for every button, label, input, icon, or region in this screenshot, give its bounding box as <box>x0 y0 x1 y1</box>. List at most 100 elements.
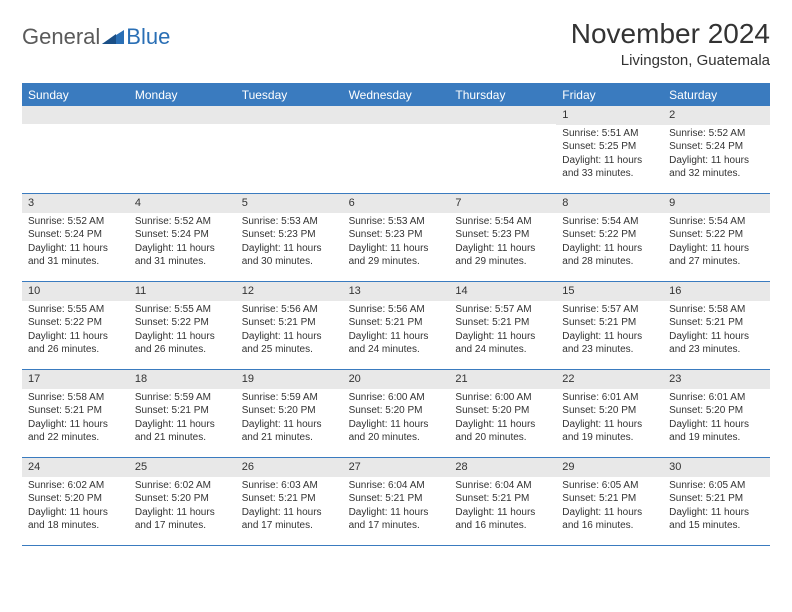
sunrise-text: Sunrise: 6:04 AM <box>449 479 556 493</box>
sunset-text: Sunset: 5:21 PM <box>449 316 556 330</box>
daylight-text-2: and 21 minutes. <box>236 431 343 445</box>
calendar-cell-empty <box>22 106 129 194</box>
sunrise-text: Sunrise: 6:05 AM <box>663 479 770 493</box>
sunrise-text: Sunrise: 6:02 AM <box>129 479 236 493</box>
daylight-text-1: Daylight: 11 hours <box>236 418 343 432</box>
sunrise-text: Sunrise: 6:00 AM <box>449 391 556 405</box>
calendar-cell: 2Sunrise: 5:52 AMSunset: 5:24 PMDaylight… <box>663 106 770 194</box>
daylight-text-1: Daylight: 11 hours <box>129 242 236 256</box>
daylight-text-1: Daylight: 11 hours <box>343 330 450 344</box>
daylight-text-2: and 20 minutes. <box>343 431 450 445</box>
dow-thursday: Thursday <box>449 84 556 106</box>
calendar-cell: 24Sunrise: 6:02 AMSunset: 5:20 PMDayligh… <box>22 458 129 546</box>
daylight-text-2: and 16 minutes. <box>449 519 556 533</box>
sunset-text: Sunset: 5:24 PM <box>129 228 236 242</box>
calendar-cell: 25Sunrise: 6:02 AMSunset: 5:20 PMDayligh… <box>129 458 236 546</box>
sunset-text: Sunset: 5:21 PM <box>129 404 236 418</box>
daylight-text-1: Daylight: 11 hours <box>22 242 129 256</box>
sunset-text: Sunset: 5:21 PM <box>236 316 343 330</box>
sunrise-text: Sunrise: 5:52 AM <box>129 215 236 229</box>
day-number: 30 <box>663 458 770 477</box>
dow-friday: Friday <box>556 84 663 106</box>
sunset-text: Sunset: 5:25 PM <box>556 140 663 154</box>
sunset-text: Sunset: 5:21 PM <box>343 492 450 506</box>
day-number: 18 <box>129 370 236 389</box>
sunset-text: Sunset: 5:21 PM <box>556 316 663 330</box>
calendar-cell: 20Sunrise: 6:00 AMSunset: 5:20 PMDayligh… <box>343 370 450 458</box>
day-number: 24 <box>22 458 129 477</box>
calendar-cell: 22Sunrise: 6:01 AMSunset: 5:20 PMDayligh… <box>556 370 663 458</box>
day-number: 9 <box>663 194 770 213</box>
dow-sunday: Sunday <box>22 84 129 106</box>
sunset-text: Sunset: 5:22 PM <box>22 316 129 330</box>
day-number: 17 <box>22 370 129 389</box>
sunrise-text: Sunrise: 5:51 AM <box>556 127 663 141</box>
calendar-cell: 18Sunrise: 5:59 AMSunset: 5:21 PMDayligh… <box>129 370 236 458</box>
day-number: 12 <box>236 282 343 301</box>
day-number: 4 <box>129 194 236 213</box>
logo-text-general: General <box>22 24 100 50</box>
daylight-text-2: and 29 minutes. <box>449 255 556 269</box>
calendar-cell: 15Sunrise: 5:57 AMSunset: 5:21 PMDayligh… <box>556 282 663 370</box>
sunrise-text: Sunrise: 6:00 AM <box>343 391 450 405</box>
day-number: 2 <box>663 106 770 125</box>
calendar-cell: 17Sunrise: 5:58 AMSunset: 5:21 PMDayligh… <box>22 370 129 458</box>
calendar-cell: 6Sunrise: 5:53 AMSunset: 5:23 PMDaylight… <box>343 194 450 282</box>
calendar-cell: 26Sunrise: 6:03 AMSunset: 5:21 PMDayligh… <box>236 458 343 546</box>
calendar-cell: 23Sunrise: 6:01 AMSunset: 5:20 PMDayligh… <box>663 370 770 458</box>
daylight-text-2: and 28 minutes. <box>556 255 663 269</box>
calendar-cell: 29Sunrise: 6:05 AMSunset: 5:21 PMDayligh… <box>556 458 663 546</box>
daylight-text-2: and 19 minutes. <box>556 431 663 445</box>
sunrise-text: Sunrise: 5:55 AM <box>22 303 129 317</box>
daylight-text-2: and 22 minutes. <box>22 431 129 445</box>
daylight-text-1: Daylight: 11 hours <box>663 330 770 344</box>
daylight-text-1: Daylight: 11 hours <box>556 154 663 168</box>
dow-wednesday: Wednesday <box>343 84 450 106</box>
sunset-text: Sunset: 5:20 PM <box>22 492 129 506</box>
page-title: November 2024 <box>571 18 770 50</box>
sunset-text: Sunset: 5:23 PM <box>449 228 556 242</box>
daylight-text-1: Daylight: 11 hours <box>556 418 663 432</box>
calendar-body: 1Sunrise: 5:51 AMSunset: 5:25 PMDaylight… <box>22 106 770 546</box>
sunset-text: Sunset: 5:20 PM <box>236 404 343 418</box>
day-number: 27 <box>343 458 450 477</box>
day-number: 21 <box>449 370 556 389</box>
day-number: 25 <box>129 458 236 477</box>
daylight-text-2: and 15 minutes. <box>663 519 770 533</box>
calendar-cell: 4 Sunrise: 5:52 AMSunset: 5:24 PMDaylight… <box>129 194 236 282</box>
sunrise-text: Sunrise: 5:56 AM <box>343 303 450 317</box>
sunset-text: Sunset: 5:21 PM <box>22 404 129 418</box>
sunset-text: Sunset: 5:20 PM <box>129 492 236 506</box>
daylight-text-2: and 32 minutes. <box>663 167 770 181</box>
sunset-text: Sunset: 5:20 PM <box>663 404 770 418</box>
daylight-text-2: and 20 minutes. <box>449 431 556 445</box>
daylight-text-1: Daylight: 11 hours <box>449 330 556 344</box>
daylight-text-1: Daylight: 11 hours <box>449 418 556 432</box>
logo-text-blue: Blue <box>126 24 170 50</box>
calendar-cell: 28Sunrise: 6:04 AMSunset: 5:21 PMDayligh… <box>449 458 556 546</box>
daylight-text-2: and 18 minutes. <box>22 519 129 533</box>
calendar-cell: 1Sunrise: 5:51 AMSunset: 5:25 PMDaylight… <box>556 106 663 194</box>
calendar-cell: 5Sunrise: 5:53 AMSunset: 5:23 PMDaylight… <box>236 194 343 282</box>
sunrise-text: Sunrise: 5:53 AM <box>236 215 343 229</box>
daylight-text-1: Daylight: 11 hours <box>236 242 343 256</box>
daylight-text-2: and 16 minutes. <box>556 519 663 533</box>
daylight-text-2: and 17 minutes. <box>343 519 450 533</box>
calendar-cell-empty <box>343 106 450 194</box>
sunrise-text: Sunrise: 6:03 AM <box>236 479 343 493</box>
daylight-text-1: Daylight: 11 hours <box>129 330 236 344</box>
sunrise-text: Sunrise: 5:54 AM <box>449 215 556 229</box>
daylight-text-1: Daylight: 11 hours <box>236 506 343 520</box>
daylight-text-1: Daylight: 11 hours <box>663 154 770 168</box>
daylight-text-2: and 19 minutes. <box>663 431 770 445</box>
day-number: 16 <box>663 282 770 301</box>
sunset-text: Sunset: 5:20 PM <box>556 404 663 418</box>
sunset-text: Sunset: 5:22 PM <box>556 228 663 242</box>
sunrise-text: Sunrise: 6:01 AM <box>663 391 770 405</box>
dow-tuesday: Tuesday <box>236 84 343 106</box>
daylight-text-2: and 27 minutes. <box>663 255 770 269</box>
title-block: November 2024 Livingston, Guatemala <box>571 18 770 69</box>
calendar-cell-empty <box>129 106 236 194</box>
calendar-cell: 14Sunrise: 5:57 AMSunset: 5:21 PMDayligh… <box>449 282 556 370</box>
day-number-empty <box>236 106 343 124</box>
